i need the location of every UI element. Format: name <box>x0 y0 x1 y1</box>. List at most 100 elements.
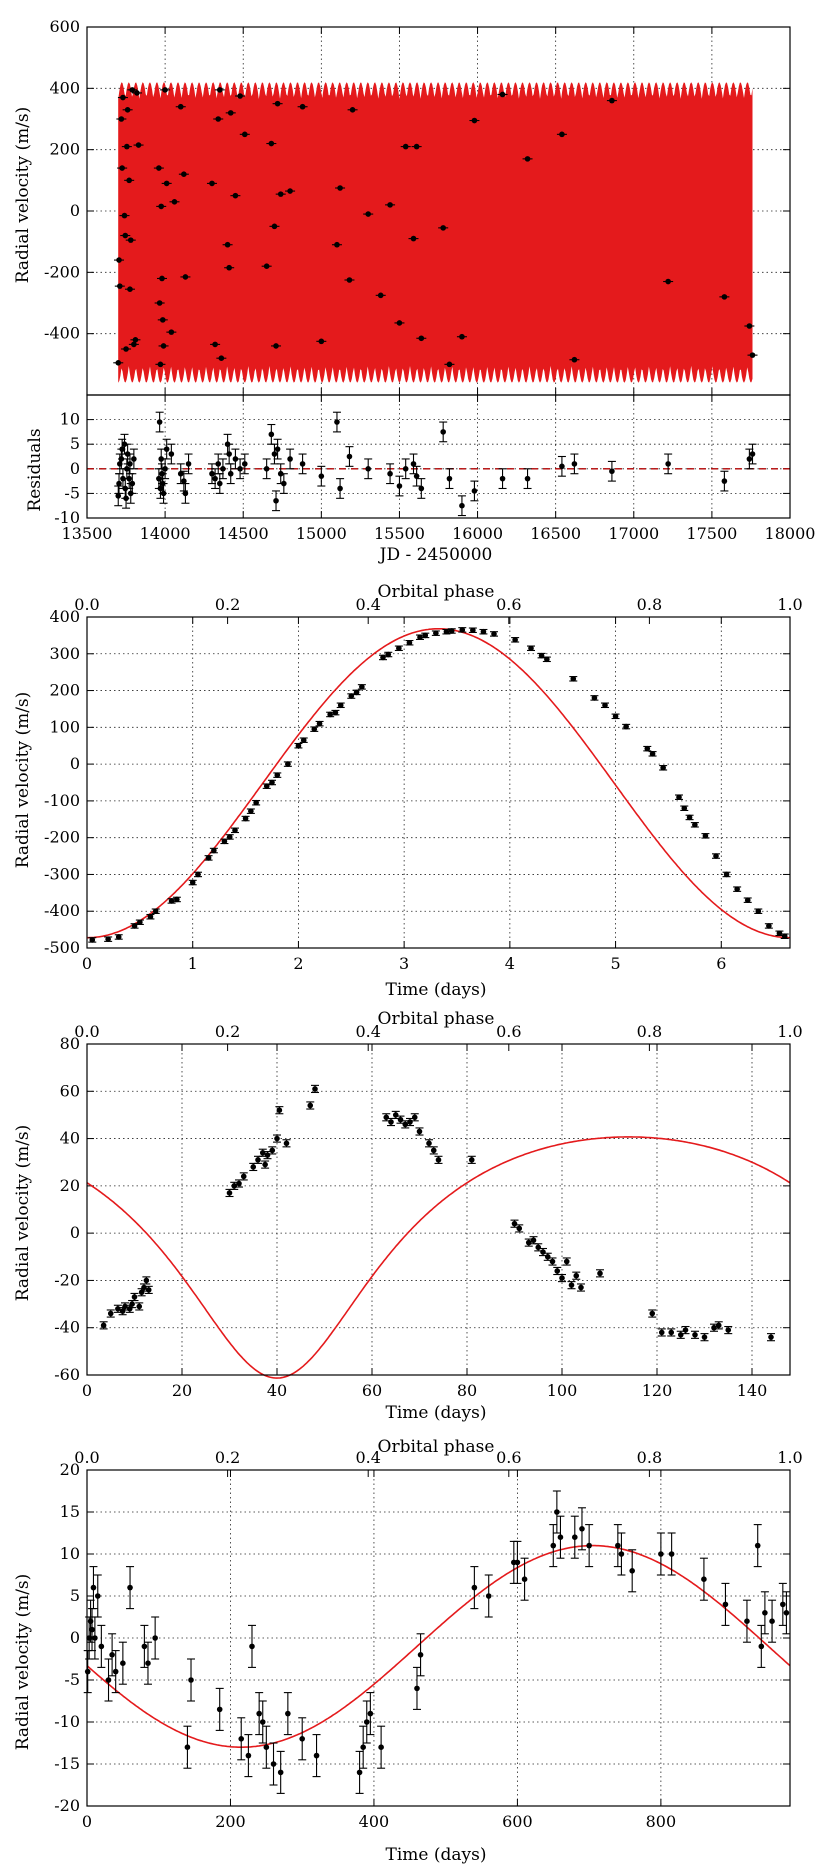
y-tick-label-p1: -200 <box>44 262 80 281</box>
data-point <box>276 1750 285 1794</box>
y-axis-label-p4: Radial velocity (m/s) <box>13 1574 33 1751</box>
data-point <box>611 713 620 720</box>
data-point <box>117 94 128 101</box>
x-tick-label-p2: 2 <box>293 954 303 973</box>
data-point <box>362 1700 371 1744</box>
data-point <box>239 1172 248 1181</box>
x-tick-label-p2: 1 <box>188 954 198 973</box>
y-tick-label-p3: 40 <box>60 1129 80 1148</box>
data-point <box>744 323 755 329</box>
data-point <box>534 1243 543 1252</box>
x-tick-label-p1r: 13500 <box>62 524 113 543</box>
data-point <box>701 833 710 839</box>
data-point <box>511 637 520 643</box>
data-point <box>664 453 673 475</box>
data-point <box>515 1224 524 1233</box>
data-point <box>335 185 346 191</box>
data-point <box>663 278 674 285</box>
data-point <box>405 639 414 646</box>
data-point <box>562 1257 571 1266</box>
data-point <box>214 453 223 475</box>
data-point <box>167 898 176 904</box>
data-point <box>218 458 227 480</box>
data-point <box>135 919 144 926</box>
data-point <box>104 1658 113 1702</box>
data-point <box>577 1507 586 1551</box>
data-point <box>778 1582 787 1626</box>
data-point <box>416 335 427 342</box>
data-point <box>557 455 566 477</box>
data-point <box>657 1328 666 1337</box>
data-point <box>628 1549 637 1593</box>
data-point <box>312 1734 321 1778</box>
data-point <box>585 1524 594 1568</box>
data-point <box>231 448 240 470</box>
data-point <box>273 772 282 778</box>
data-point <box>130 1292 139 1302</box>
data-point <box>268 1146 277 1155</box>
data-point <box>159 483 168 504</box>
y-tick-label-p1: 600 <box>49 17 80 36</box>
data-point <box>144 1285 153 1294</box>
y-tick-label-p1: 0 <box>70 201 80 220</box>
data-point <box>570 453 579 475</box>
data-point <box>262 458 271 480</box>
data-point <box>116 116 127 122</box>
data-point <box>415 1127 424 1136</box>
y-tick-label-p3: -60 <box>54 1365 80 1384</box>
x-tick-label-p1r: 15000 <box>296 524 347 543</box>
data-point <box>236 458 245 480</box>
y-tick-label-p1: 400 <box>49 78 80 97</box>
x-tick-label-p4: 0 <box>82 1812 92 1831</box>
data-point <box>244 1734 253 1778</box>
data-point <box>569 675 578 682</box>
phase-tick-label-p4: 1.0 <box>777 1448 802 1467</box>
data-point <box>135 1302 144 1311</box>
x-tick-label-p4: 400 <box>359 1812 390 1831</box>
y-tick-label-p2: 0 <box>70 754 80 773</box>
x-axis-label-p1r: JD - 2450000 <box>378 545 493 565</box>
data-point <box>479 628 488 635</box>
data-point <box>553 1266 562 1276</box>
phase-tick-label-p4: 0.4 <box>355 1448 380 1467</box>
data-point <box>240 453 249 475</box>
data-point <box>225 1188 234 1198</box>
data-point <box>754 908 763 915</box>
data-point <box>377 1725 386 1769</box>
data-point <box>757 1624 766 1668</box>
panel-phase-planet-b: -500 -400 -300 -200 -100 0 100 200 300 400 0 1 2 3 4 5 6… <box>44 595 803 973</box>
data-point <box>719 294 730 300</box>
data-point <box>700 1333 709 1342</box>
data-point <box>720 470 729 492</box>
data-point <box>416 1633 425 1677</box>
y-axis-label-p3: Radial velocity (m/s) <box>13 1125 33 1302</box>
data-point <box>214 87 225 93</box>
data-point <box>108 1633 117 1677</box>
data-point <box>768 1599 777 1643</box>
data-point <box>297 103 308 110</box>
x-tick-label-p3: 100 <box>547 1381 578 1400</box>
data-point <box>336 702 345 709</box>
data-point <box>99 1321 108 1330</box>
data-point <box>556 1515 565 1559</box>
data-point <box>113 360 124 366</box>
data-point <box>331 241 342 248</box>
data-point <box>252 799 261 806</box>
x-tick-label-p3: 20 <box>172 1381 192 1400</box>
data-point <box>176 463 185 485</box>
y-tick-label-p1r: 10 <box>60 410 80 429</box>
x-axis-label-p4: Time (days) <box>386 1845 487 1865</box>
data-point <box>131 90 142 96</box>
data-point <box>548 1257 557 1266</box>
data-point <box>162 438 171 460</box>
data-point <box>222 241 233 248</box>
data-point <box>122 107 133 113</box>
data-point <box>215 1687 224 1731</box>
model-curve <box>86 1136 791 1379</box>
x-tick-label-p3: 120 <box>642 1381 673 1400</box>
y-tick-label-p2: 100 <box>49 717 80 736</box>
data-point <box>552 1490 561 1534</box>
phase-tick-label-p2: 0.6 <box>496 595 521 614</box>
data-point <box>748 443 757 465</box>
